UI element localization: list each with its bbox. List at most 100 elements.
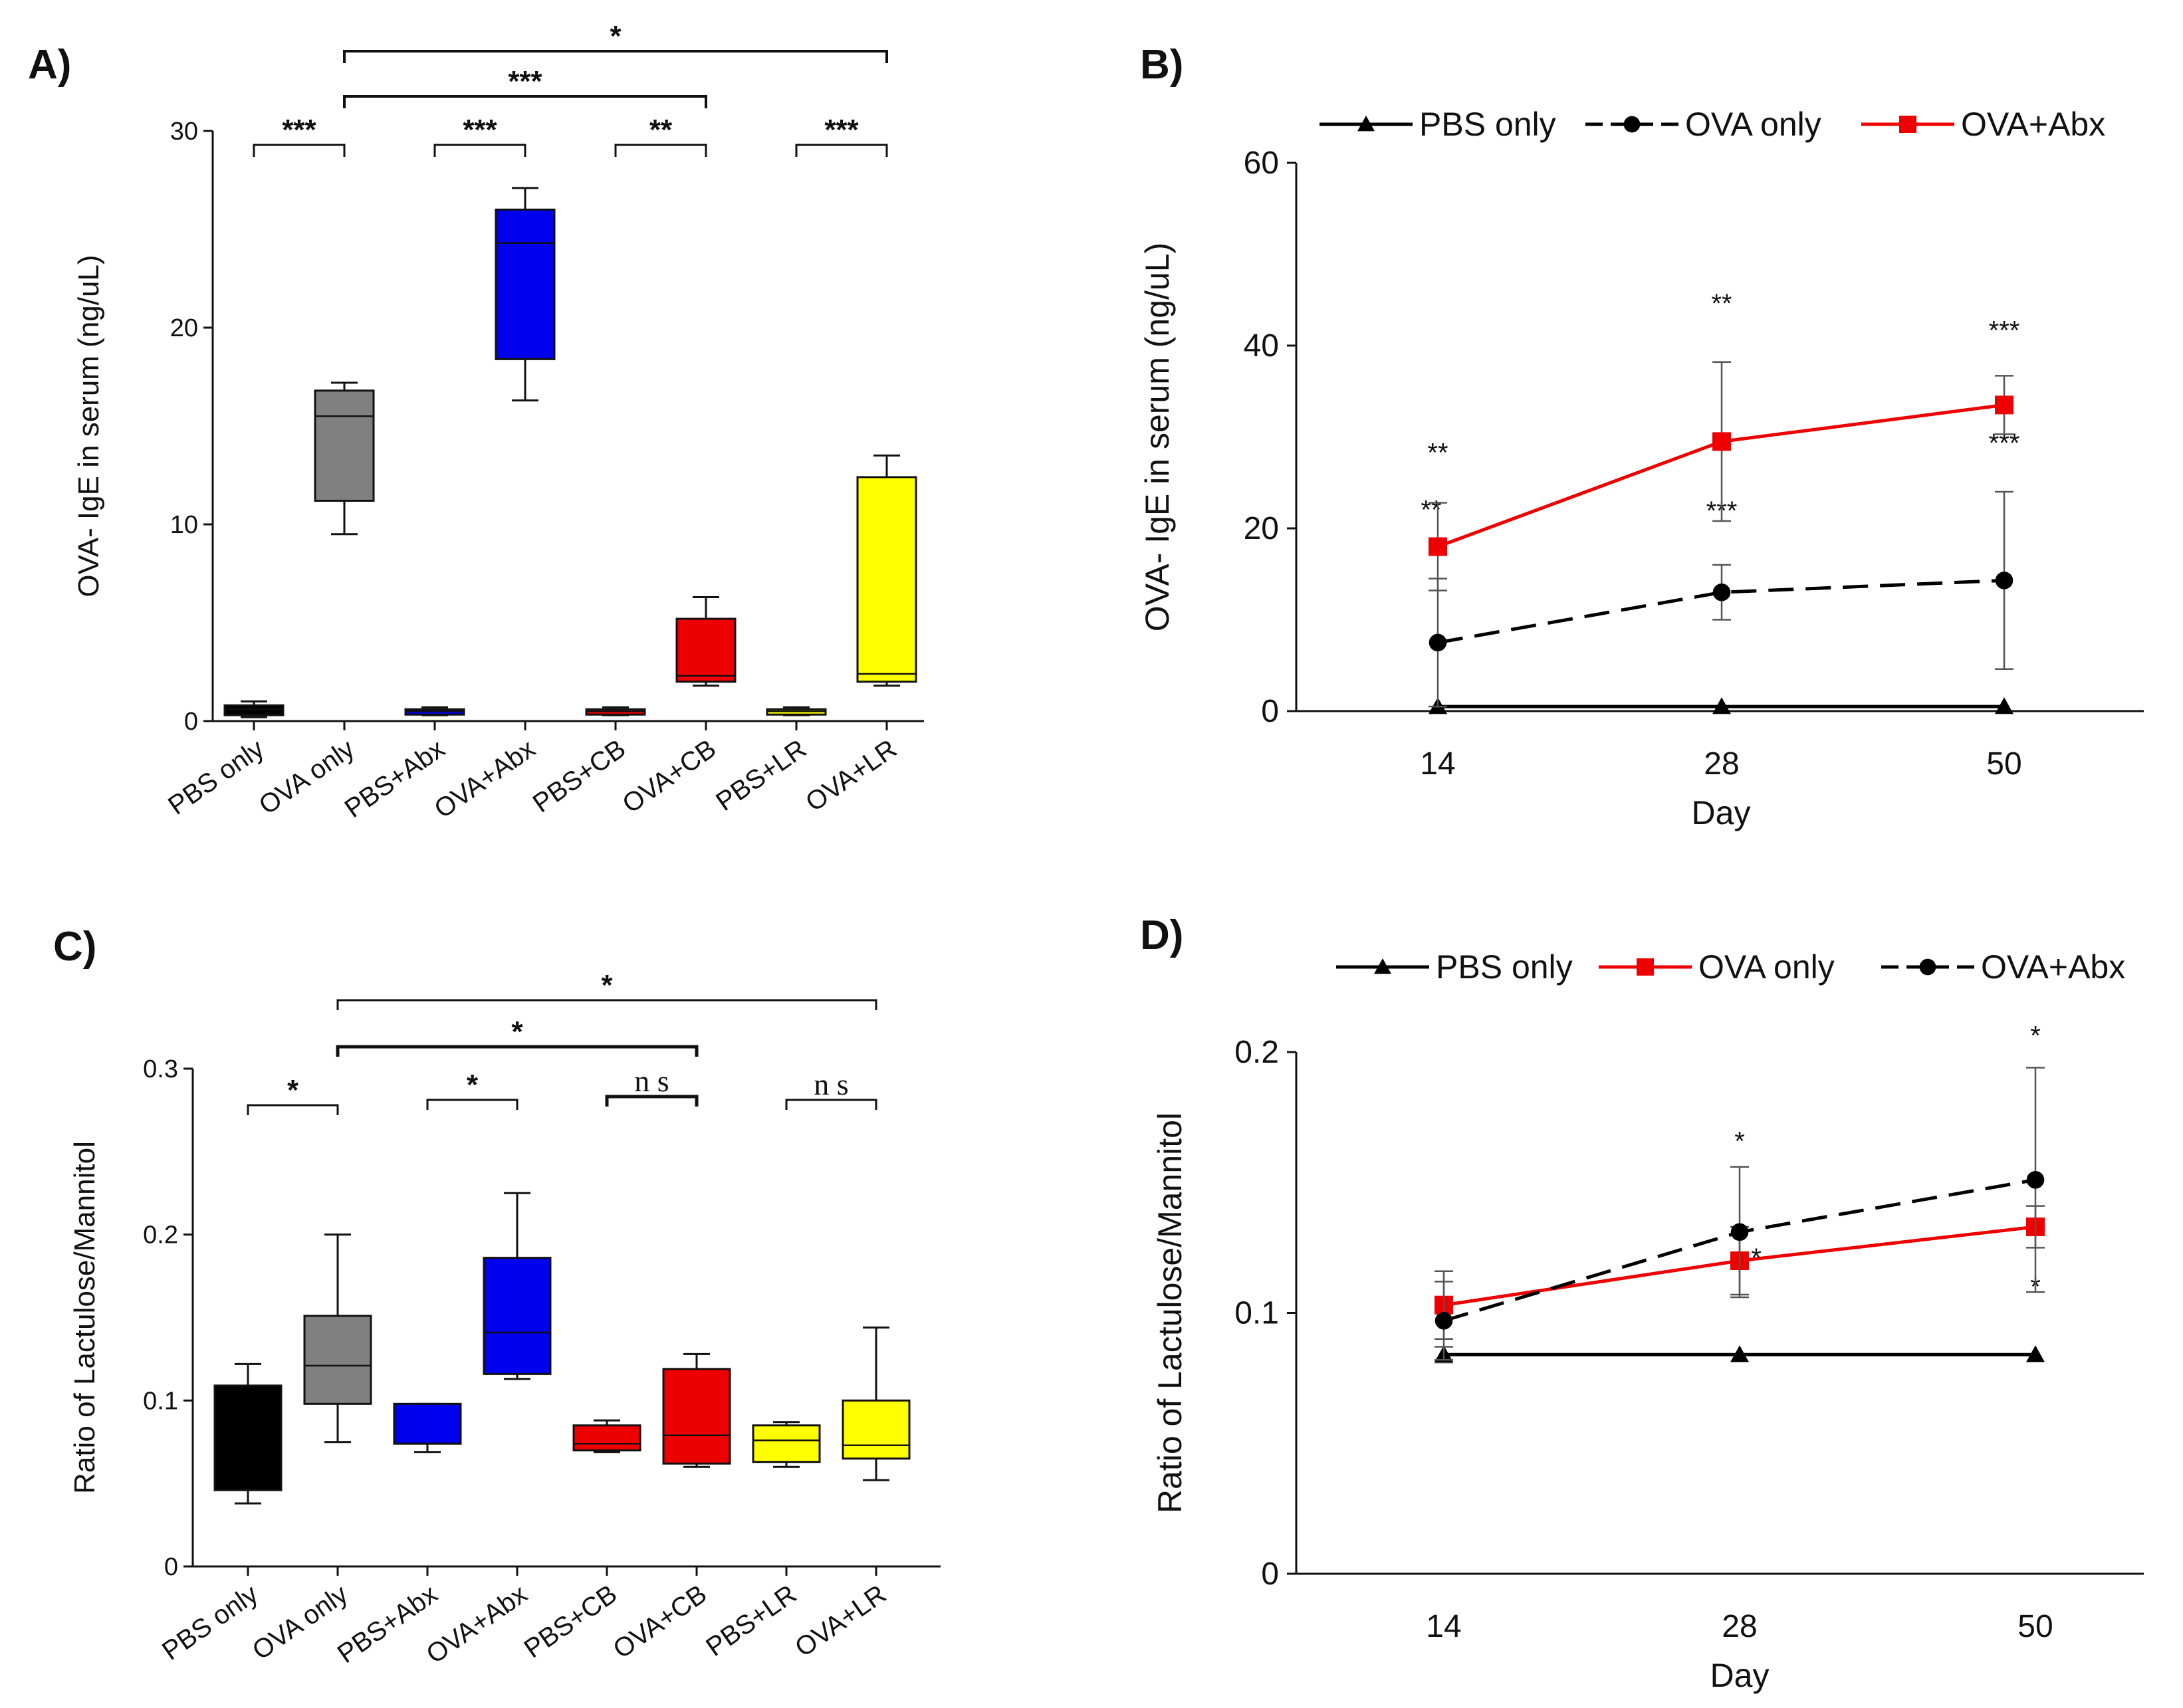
box-3 [393,1402,462,1453]
bracket-line [614,144,707,157]
square-marker [1995,395,2013,415]
significance-label: *** [463,114,497,146]
panel-a-box-chart: A) 0 10 20 30 OVA- IgE in serum (ng/uL) PBS on… [28,20,924,824]
y-tick-label: 0.1 [1234,1296,1279,1331]
legend-label: OVA+Abx [1961,106,2105,143]
significance-label: *** [824,114,859,146]
triangle-marker [1712,697,1731,714]
x-axis-label: Day [1692,794,1751,831]
category-label: PBS+CB [519,1579,622,1663]
square-marker [1637,958,1654,976]
significance-label: * [1734,1127,1745,1156]
box-body [483,1257,552,1375]
series-3: ** [1435,1021,2045,1361]
y-tick-label: 0.2 [1234,1035,1279,1070]
box-8 [842,1326,911,1481]
legend-label: PBS only [1419,106,1556,143]
y-axis-label: Ratio of Lactulose/Mannitol [68,1141,101,1494]
significance-label: n s [814,1067,848,1101]
box-6 [662,1352,731,1468]
circle-marker [1995,572,2013,589]
y-tick-label: 40 [1244,328,1279,364]
panel-label: D) [1140,912,1183,958]
bracket-line [336,999,877,1010]
significance-bracket: n s [785,1067,877,1110]
circle-marker [1435,1311,1453,1330]
significance-bracket: * [336,969,877,1010]
significance-label: *** [508,65,542,98]
y-tick-label: 0.2 [143,1222,178,1249]
legend-entry-1: PBS only [1336,948,1573,986]
box-body [752,1424,821,1463]
significance-label: *** [282,114,316,146]
box-body [314,389,375,502]
box-7 [766,706,827,716]
box-7 [752,1421,821,1468]
box-4 [483,1192,552,1380]
significance-bracket: * [343,20,888,63]
significance-label: * [467,1069,479,1101]
circle-marker [1730,1223,1749,1241]
bracket-line [433,144,526,157]
triangle-marker [1730,1345,1749,1362]
y-tick-label: 20 [170,314,198,342]
y-tick-label: 20 [1244,511,1279,546]
panel-b-line-chart: B) 0 20 40 60 OVA- IgE in serum (ng/uL) 14 28 50… [1139,42,2144,831]
significance-label: n s [634,1064,669,1098]
box-5 [572,1419,641,1453]
significance-label: * [601,969,613,1002]
significance-label: * [610,20,622,53]
category-label: OVA+Abx [429,734,541,824]
y-tick-label: 0 [1261,694,1279,729]
significance-label: * [287,1074,299,1107]
legend-label: PBS only [1436,948,1573,986]
box-4 [495,187,556,402]
box-body [662,1368,731,1465]
x-tick-label: 28 [1704,746,1739,782]
legend-label: OVA only [1685,106,1821,143]
significance-label: ** [1427,439,1448,468]
series-1 [1435,1345,2045,1364]
significance-label: * [2030,1021,2041,1051]
legend-label: OVA+Abx [1981,948,2125,986]
y-tick-label: 30 [170,118,198,146]
y-tick-label: 0.1 [143,1387,178,1415]
bracket-line [343,50,888,63]
category-label: OVA+Abx [421,1579,533,1669]
circle-marker [1919,958,1936,976]
significance-label: * [1751,1243,1762,1273]
significance-bracket: *** [343,65,707,108]
box-body [303,1315,372,1405]
significance-bracket: *** [795,114,888,157]
x-tick-label: 50 [2017,1609,2053,1644]
significance-bracket: * [426,1069,518,1110]
square-marker [1899,116,1916,133]
y-tick-label: 10 [170,511,198,539]
box-body [223,704,285,716]
bracket-line [343,95,707,108]
significance-bracket: *** [253,114,346,157]
significance-label: * [511,1015,523,1048]
circle-marker [1623,116,1641,133]
bracket-line [426,1099,518,1110]
category-label: OVA+CB [608,1579,713,1664]
box-3 [404,706,465,716]
category-label: PBS only [163,734,269,820]
significance-bracket: n s [605,1064,699,1107]
box-body [495,208,556,360]
box-1 [223,700,285,718]
y-axis-label: OVA- IgE in serum (ng/uL) [1139,243,1176,631]
box-1 [213,1362,283,1505]
panel-d-line-chart: D) 0 0.1 0.2 Ratio of Lactulose/Mannitol 14 28… [1140,912,2144,1694]
significance-label: ** [649,114,673,146]
triangle-marker [2026,1345,2045,1362]
box-6 [675,596,737,687]
x-tick-label: 14 [1426,1609,1461,1644]
panel-label: C) [53,924,96,970]
bracket-line [247,1104,339,1115]
box-8 [856,454,917,687]
bracket-line [795,144,888,157]
category-label: OVA+CB [618,734,722,819]
panel-label: A) [28,42,71,88]
